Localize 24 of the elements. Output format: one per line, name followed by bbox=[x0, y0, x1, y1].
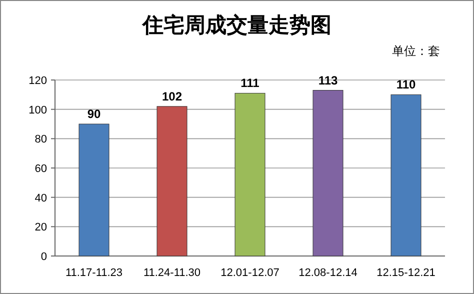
data-label: 90 bbox=[87, 107, 101, 121]
y-tick-label: 80 bbox=[34, 134, 47, 146]
y-tick-label: 120 bbox=[28, 75, 47, 87]
x-tick-label: 12.01-12.07 bbox=[220, 267, 280, 279]
data-label: 110 bbox=[396, 78, 416, 92]
bar bbox=[390, 94, 422, 256]
x-tick-label: 11.24-11.30 bbox=[143, 267, 201, 279]
y-tick-label: 40 bbox=[34, 192, 47, 204]
y-tick-label: 20 bbox=[34, 222, 47, 234]
y-tick-label: 0 bbox=[40, 251, 47, 263]
bar bbox=[234, 92, 266, 256]
data-label: 111 bbox=[240, 76, 260, 90]
data-label: 113 bbox=[318, 73, 338, 88]
chart-title: 住宅周成交量走势图 bbox=[142, 13, 332, 37]
x-tick-label: 12.15-12.21 bbox=[376, 267, 436, 279]
bar bbox=[78, 124, 110, 256]
text: 单位：套 bbox=[392, 44, 440, 58]
y-tick-label: 60 bbox=[34, 163, 47, 175]
y-tick-label: 100 bbox=[28, 104, 47, 116]
x-tick-label: 11.17-11.23 bbox=[65, 267, 123, 279]
bar bbox=[156, 106, 188, 256]
data-label: 102 bbox=[162, 89, 182, 104]
bar bbox=[312, 90, 344, 256]
x-tick-label: 12.08-12.14 bbox=[298, 267, 358, 279]
